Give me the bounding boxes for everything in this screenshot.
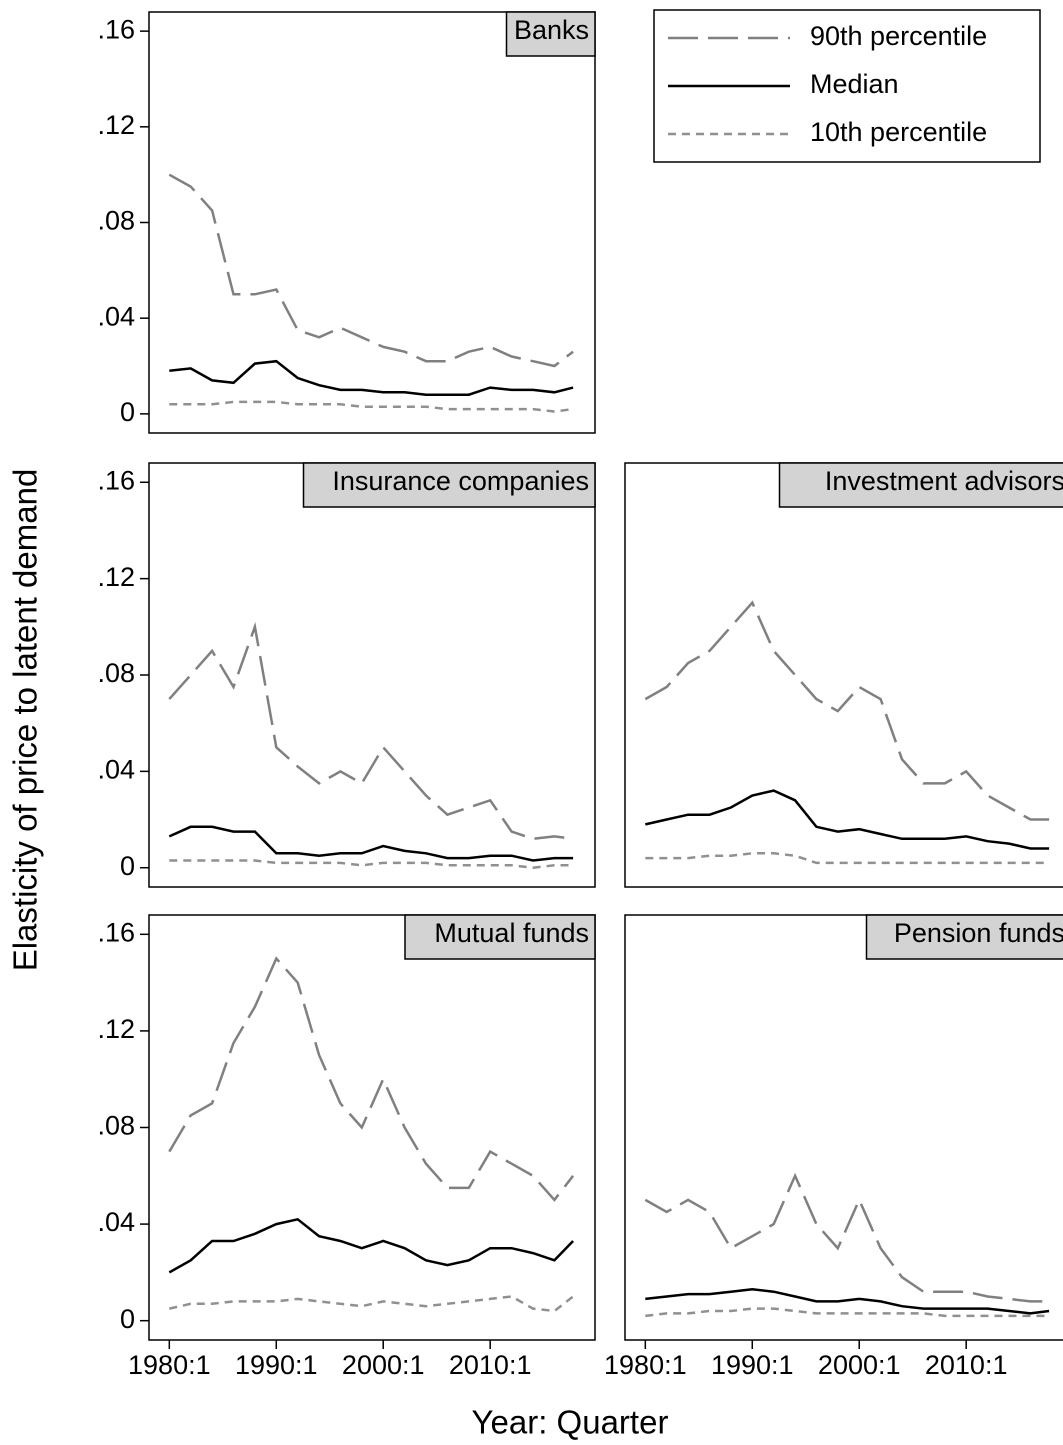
series-line bbox=[168, 621, 574, 841]
panel: 0 .04 .08 .12 .16 Banks bbox=[97, 11, 596, 434]
series-line bbox=[168, 173, 574, 368]
series-line bbox=[169, 1295, 574, 1313]
series-line bbox=[644, 1172, 1050, 1303]
series-line bbox=[168, 825, 574, 862]
x-tick-label: 1990:1 bbox=[711, 1350, 794, 1380]
series-line bbox=[645, 1307, 1050, 1318]
x-tick-label: 1980:1 bbox=[128, 1350, 211, 1380]
y-tick-label: .08 bbox=[97, 206, 135, 236]
series-line bbox=[645, 1288, 1050, 1315]
panel-label: Pension funds bbox=[894, 918, 1063, 948]
y-tick-label: .04 bbox=[97, 1207, 135, 1237]
panel-label-box bbox=[778, 462, 1063, 508]
series-line bbox=[168, 956, 575, 1202]
x-tick-label: 1990:1 bbox=[235, 1350, 318, 1380]
panel-label-box bbox=[865, 914, 1063, 960]
x-tick-label: 1980:1 bbox=[604, 1350, 687, 1380]
y-tick-label: .12 bbox=[97, 1014, 135, 1044]
y-tick-label: .12 bbox=[97, 110, 135, 140]
legend-label: 10th percentile bbox=[810, 117, 987, 147]
y-tick-label: .16 bbox=[97, 917, 135, 947]
y-tick-label: .08 bbox=[97, 658, 135, 688]
y-tick-label: 0 bbox=[120, 851, 135, 881]
plot-frame bbox=[148, 462, 596, 888]
plot-frame bbox=[624, 462, 1063, 888]
series-line bbox=[169, 359, 574, 396]
x-tick-label: 2010:1 bbox=[449, 1350, 532, 1380]
panel: 0 .04 .08 .12 .16 1980:1 1990:1 2000:1 2010:1 Mut… bbox=[97, 914, 596, 1380]
plot-frame bbox=[624, 914, 1063, 1341]
y-tick-label: 0 bbox=[120, 397, 135, 427]
y-axis-title: Elasticity of price to latent demand bbox=[7, 469, 44, 972]
panel-label: Banks bbox=[514, 15, 589, 45]
series-line bbox=[645, 852, 1050, 865]
x-tick-label: 2000:1 bbox=[342, 1350, 425, 1380]
x-tick-label: 2010:1 bbox=[925, 1350, 1008, 1380]
legend-label: Median bbox=[810, 69, 899, 99]
legend: 90th percentile Median 10th percentile bbox=[653, 9, 1041, 163]
series-line bbox=[169, 400, 574, 413]
y-tick-label: .16 bbox=[97, 465, 135, 495]
panel-label: Investment advisors bbox=[825, 466, 1063, 496]
panel: Investment advisors bbox=[624, 462, 1063, 888]
series-line bbox=[644, 600, 1050, 821]
panel-label-box bbox=[302, 462, 596, 508]
panel: 1980:1 1990:1 2000:1 2010:1 Pension funds bbox=[604, 914, 1063, 1380]
panel-label: Insurance companies bbox=[332, 466, 589, 496]
y-tick-label: 0 bbox=[120, 1304, 135, 1334]
series-line bbox=[169, 859, 574, 869]
panel: 0 .04 .08 .12 .16 Insurance companies bbox=[97, 462, 596, 888]
panel-label: Mutual funds bbox=[434, 918, 589, 948]
y-tick-label: .04 bbox=[97, 754, 135, 784]
x-tick-label: 2000:1 bbox=[818, 1350, 901, 1380]
y-tick-label: .08 bbox=[97, 1111, 135, 1141]
legend-label: 90th percentile bbox=[810, 21, 987, 51]
panel-label-box bbox=[404, 914, 596, 960]
panel-label-box bbox=[505, 11, 596, 57]
y-tick-label: .16 bbox=[97, 14, 135, 44]
series-line bbox=[168, 1217, 574, 1274]
x-axis-title: Year: Quarter bbox=[472, 1404, 669, 1441]
plot-frame bbox=[148, 11, 596, 434]
plot-frame bbox=[148, 914, 596, 1341]
y-tick-label: .04 bbox=[97, 301, 135, 331]
y-tick-label: .12 bbox=[97, 562, 135, 592]
series-line bbox=[645, 789, 1050, 850]
